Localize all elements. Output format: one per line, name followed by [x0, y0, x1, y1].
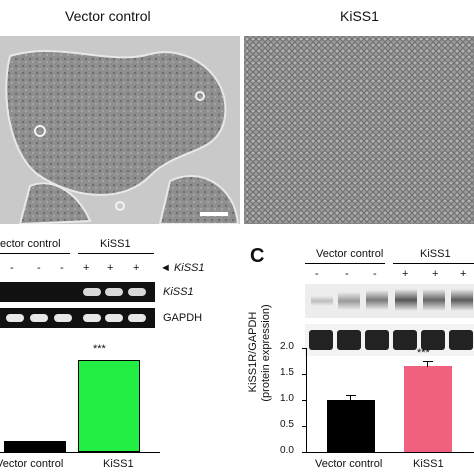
- gel-row-gapdh: [0, 308, 155, 328]
- panel-b-xlabel: Vector control: [0, 458, 64, 470]
- y-tick: [302, 452, 306, 453]
- y-tick-label: 1.5: [280, 367, 294, 378]
- panel-c-xlabel: KiSS1: [413, 458, 444, 470]
- panel-b-xlabel: KiSS1: [103, 458, 134, 470]
- panel-c-x-axis: [306, 452, 474, 453]
- gel-row-kiss1: [0, 282, 155, 302]
- y-tick-label: 0.5: [280, 419, 294, 430]
- scale-bar: [200, 212, 228, 216]
- y-tick-label: 1.0: [280, 393, 294, 404]
- lane-label: +: [133, 262, 140, 274]
- sig-marker-c: ***: [417, 347, 430, 359]
- kiss1-marker: ◄ KiSS1: [160, 262, 205, 274]
- bar-panel-c: [404, 366, 452, 452]
- panel-b-x-axis: [0, 452, 160, 453]
- lane-label: -: [60, 262, 64, 274]
- lane-label: +: [83, 262, 90, 274]
- kiss1-title: KiSS1: [340, 8, 379, 24]
- western-kiss1r: [305, 284, 474, 318]
- lane-label: -: [10, 262, 14, 274]
- row-label-gapdh: GAPDH: [163, 312, 203, 324]
- lane-label: +: [107, 262, 114, 274]
- y-tick-label: 2.0: [280, 341, 294, 352]
- panel-c-group-right: KiSS1: [420, 248, 451, 260]
- panel-c-ylabel-line1: KiSS1R/GAPDH: [247, 311, 259, 393]
- bar-panel-b: [78, 360, 140, 452]
- panel-b-group-right-line: [78, 253, 154, 254]
- lane-label: +: [402, 268, 409, 280]
- lane-label: +: [432, 268, 439, 280]
- panel-c-xlabel: Vector control: [315, 458, 383, 470]
- panel-b-group-left-line: [0, 253, 70, 254]
- panel-c-ylabel-line2: (protein expression): [260, 304, 272, 402]
- y-tick: [302, 400, 306, 401]
- micrograph-vector-control: [0, 36, 240, 224]
- y-tick: [302, 348, 306, 349]
- panel-c-letter: C: [250, 245, 265, 267]
- y-tick: [302, 374, 306, 375]
- micrograph-kiss1: [244, 36, 474, 224]
- y-tick: [302, 426, 306, 427]
- lane-label: -: [373, 268, 377, 280]
- panel-b-group-right: KiSS1: [100, 238, 131, 250]
- panel-c-group-right-line: [393, 263, 474, 264]
- lane-label: +: [460, 268, 467, 280]
- lane-label: -: [315, 268, 319, 280]
- error-bar: [346, 395, 356, 401]
- row-label-kiss1: KiSS1: [163, 286, 194, 298]
- panel-c-y-axis: [306, 348, 307, 453]
- panel-c-group-left-line: [305, 263, 385, 264]
- bar-panel-c: [327, 400, 375, 452]
- vector-control-title: Vector control: [65, 8, 151, 24]
- lane-label: -: [37, 262, 41, 274]
- y-tick-label: 0.0: [280, 445, 294, 456]
- panel-b-group-left: ector control: [0, 238, 61, 250]
- western-gapdh: [305, 324, 474, 356]
- panel-c-group-left: Vector control: [316, 248, 384, 260]
- error-bar: [423, 361, 433, 368]
- sig-marker-b: ***: [93, 343, 106, 355]
- bar-panel-b: [4, 440, 66, 452]
- lane-label: -: [345, 268, 349, 280]
